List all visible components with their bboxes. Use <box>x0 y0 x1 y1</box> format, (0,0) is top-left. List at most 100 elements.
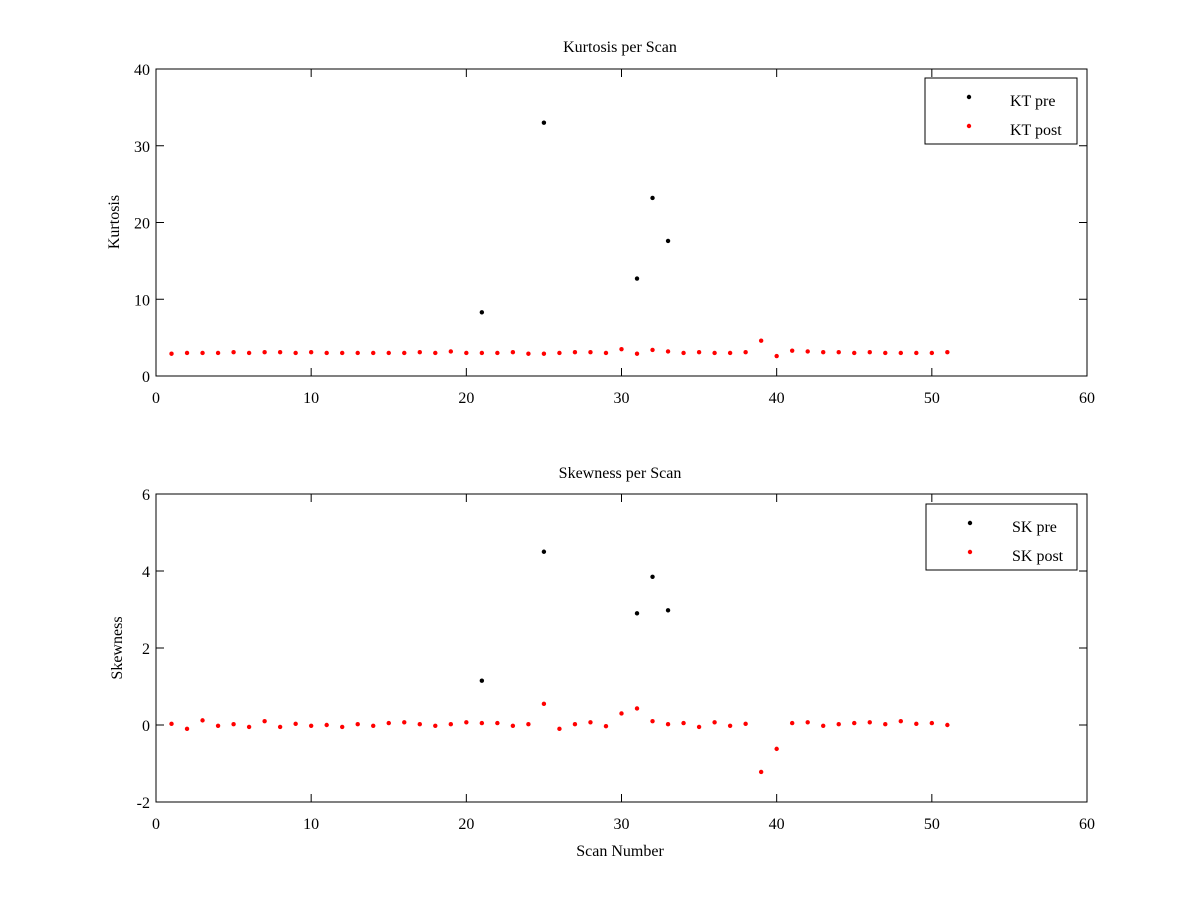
kurtosis-y-tick-label: 40 <box>134 62 150 79</box>
kurtosis-post-point <box>821 350 826 355</box>
skewness-post-point <box>231 722 236 727</box>
kurtosis-post-point <box>277 350 283 355</box>
kurtosis-post-point <box>479 350 485 356</box>
kurtosis-post-point <box>340 350 345 356</box>
skewness-post-point <box>433 723 438 728</box>
kurtosis-post-point <box>184 350 190 356</box>
kurtosis-legend-label-post: KT post <box>1010 122 1062 139</box>
kurtosis-post-point <box>789 348 795 353</box>
skewness-post-point <box>510 723 516 728</box>
skewness-post-point <box>727 723 733 728</box>
skewness-post-point <box>277 724 283 730</box>
kurtosis-subplot: Kurtosis per Scan 0 10 20 30 40 50 60 0 10 20 30 40… <box>106 39 1095 407</box>
skewness-post-point <box>619 711 624 716</box>
kurtosis-y-tick-label: 10 <box>134 292 150 309</box>
kurtosis-post-point <box>727 350 733 356</box>
skewness-post-point <box>929 720 935 726</box>
kurtosis-post-point <box>386 350 391 356</box>
kurtosis-post-point <box>464 350 469 356</box>
kurtosis-post-point <box>619 346 624 352</box>
kurtosis-y-tick-label: 20 <box>134 216 150 233</box>
skewness-pre-point <box>479 678 485 683</box>
kurtosis-post-point <box>914 350 919 356</box>
kurtosis-pre-point <box>650 195 655 201</box>
skewness-post-point <box>200 718 205 723</box>
kurtosis-post-point <box>510 350 516 355</box>
kurtosis-x-tick-label: 60 <box>1079 390 1095 407</box>
skewness-post-point <box>852 720 857 726</box>
skewness-x-tick-label: 10 <box>303 816 319 833</box>
kurtosis-post-point <box>572 350 578 355</box>
kurtosis-legend-marker-post <box>966 123 972 129</box>
kurtosis-legend-marker-pre <box>966 94 972 100</box>
kurtosis-post-point <box>681 350 686 356</box>
kurtosis-legend-label-pre: KT pre <box>1010 93 1055 110</box>
kurtosis-post-point <box>696 350 702 355</box>
skewness-x-tick-label: 60 <box>1079 816 1095 833</box>
skewness-post-point <box>402 720 407 725</box>
kurtosis-pre-point <box>634 276 640 281</box>
kurtosis-post-point <box>945 350 950 355</box>
kurtosis-post-point <box>774 353 779 359</box>
skewness-x-tick-label: 50 <box>924 816 940 833</box>
skewness-y-tick-label: 2 <box>142 641 150 658</box>
skewness-legend-label-post: SK post <box>1012 548 1064 565</box>
kurtosis-post-point <box>557 350 562 356</box>
kurtosis-post-point <box>169 351 174 356</box>
skewness-post-point <box>572 722 578 727</box>
kurtosis-pre-point <box>479 310 485 315</box>
skewness-pre-point <box>634 611 640 616</box>
kurtosis-post-point <box>603 350 609 356</box>
skewness-post-point <box>417 722 422 727</box>
kurtosis-ticks: 0 10 20 30 40 50 60 0 10 20 30 40 <box>134 62 1095 407</box>
kurtosis-post-point <box>262 350 267 355</box>
kurtosis-post-point <box>324 350 329 356</box>
kurtosis-post-point <box>402 350 407 356</box>
kurtosis-x-tick-label: 0 <box>152 390 160 407</box>
kurtosis-post-point <box>308 350 314 355</box>
skewness-post-point <box>789 720 795 726</box>
skewness-post-point <box>867 720 872 725</box>
skewness-post-point <box>774 746 779 752</box>
skewness-legend-label-pre: SK pre <box>1012 519 1057 536</box>
kurtosis-post-point <box>495 350 500 356</box>
kurtosis-post-point <box>246 350 252 356</box>
skewness-x-tick-label: 30 <box>614 816 630 833</box>
kurtosis-post-point <box>634 351 640 356</box>
skewness-post-point <box>883 722 888 727</box>
skewness-post-point <box>945 722 950 728</box>
skewness-post-point <box>914 721 919 727</box>
skewness-points <box>169 549 950 775</box>
kurtosis-post-point <box>433 350 438 356</box>
kurtosis-post-point <box>526 351 531 356</box>
kurtosis-post-point <box>231 350 236 355</box>
skewness-post-point <box>805 720 810 725</box>
skewness-legend-box <box>925 503 1078 571</box>
kurtosis-post-point <box>929 350 935 356</box>
kurtosis-post-point <box>743 350 748 355</box>
kurtosis-points <box>169 120 950 359</box>
skewness-post-point <box>634 706 640 711</box>
kurtosis-x-tick-label: 40 <box>769 390 785 407</box>
skewness-pre-point <box>650 574 655 579</box>
kurtosis-x-tick-label: 30 <box>614 390 630 407</box>
skewness-post-point <box>526 722 531 727</box>
skewness-x-axis-label: Scan Number <box>576 843 664 860</box>
skewness-post-point <box>712 720 717 725</box>
skewness-post-point <box>603 723 609 729</box>
kurtosis-post-point <box>805 349 810 354</box>
skewness-post-point <box>898 718 903 724</box>
skewness-y-axis-label: Skewness <box>109 616 126 679</box>
skewness-post-point <box>650 718 655 724</box>
kurtosis-post-point <box>867 350 872 355</box>
skewness-post-point <box>371 723 376 728</box>
kurtosis-y-axis-label: Kurtosis <box>106 195 123 249</box>
skewness-title: Skewness per Scan <box>559 465 682 482</box>
skewness-post-point <box>324 722 329 728</box>
skewness-legend: SK pre SK post <box>925 503 1078 571</box>
kurtosis-post-point <box>541 351 547 356</box>
skewness-post-point <box>215 723 221 728</box>
